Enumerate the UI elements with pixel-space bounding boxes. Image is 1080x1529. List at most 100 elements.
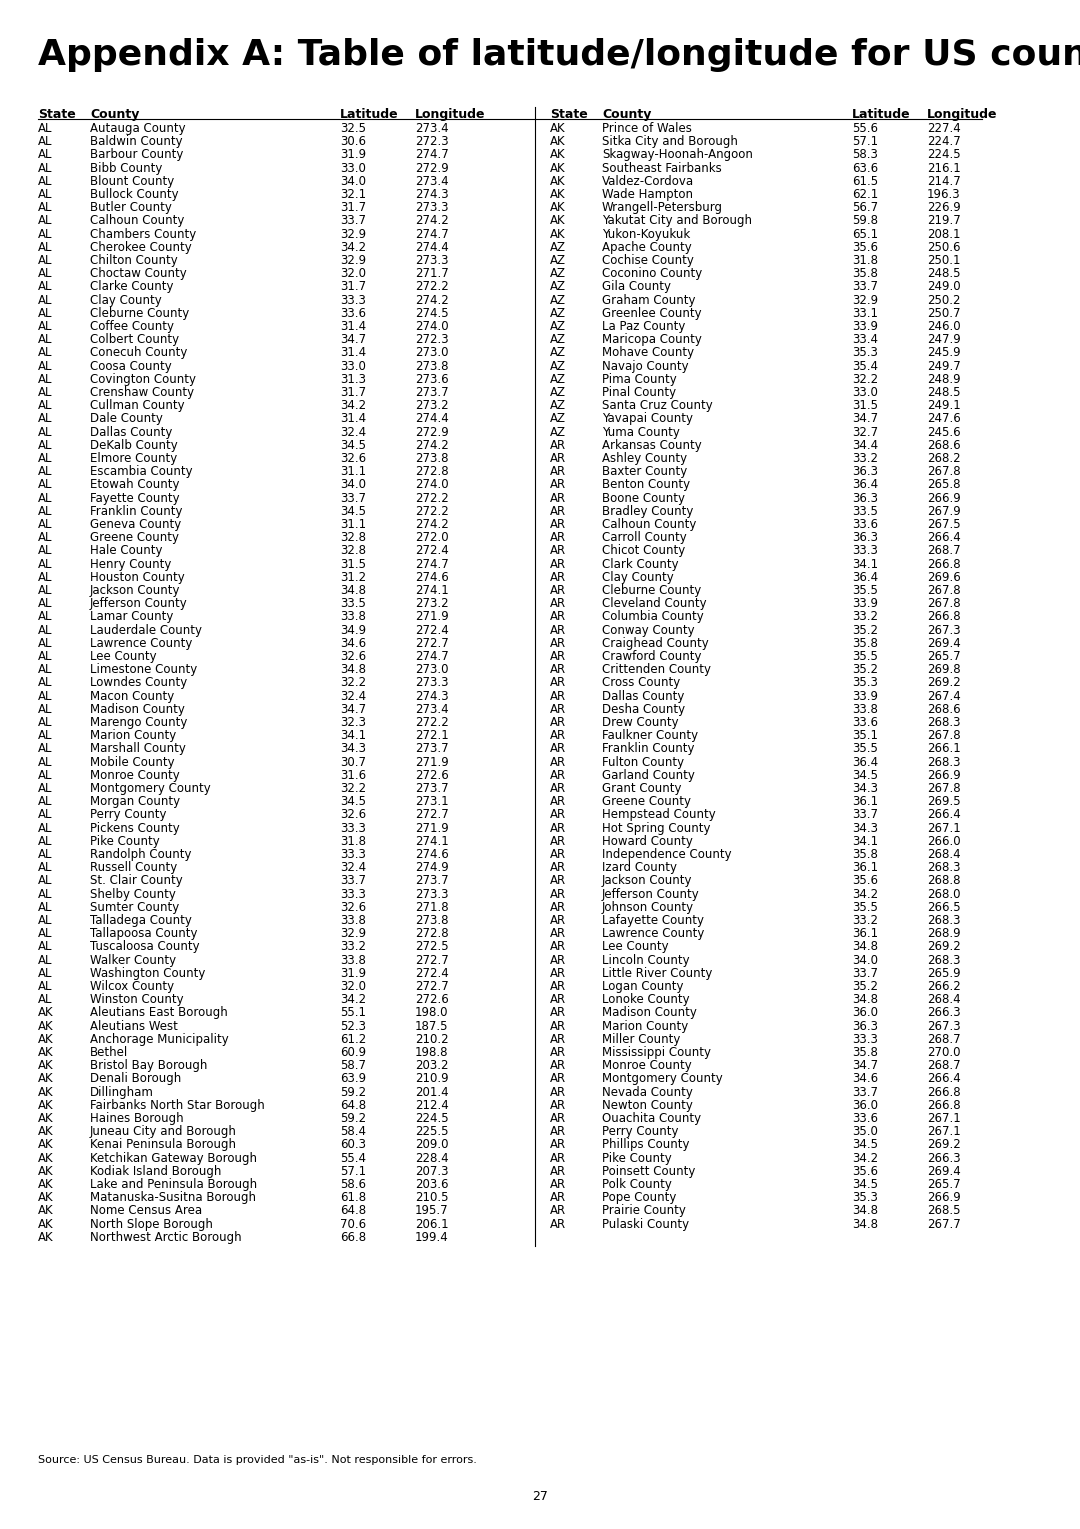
Text: 33.2: 33.2 xyxy=(852,914,878,927)
Text: AL: AL xyxy=(38,729,53,742)
Text: 198.8: 198.8 xyxy=(415,1046,448,1060)
Text: 274.0: 274.0 xyxy=(415,479,448,491)
Text: 273.2: 273.2 xyxy=(415,399,448,413)
Text: AR: AR xyxy=(550,1151,566,1165)
Text: Cleburne County: Cleburne County xyxy=(90,307,189,320)
Text: Marion County: Marion County xyxy=(90,729,176,742)
Text: Choctaw County: Choctaw County xyxy=(90,268,187,280)
Text: Valdez-Cordova: Valdez-Cordova xyxy=(602,174,694,188)
Text: 266.4: 266.4 xyxy=(927,809,961,821)
Text: 31.7: 31.7 xyxy=(340,280,366,294)
Text: 61.5: 61.5 xyxy=(852,174,878,188)
Text: State: State xyxy=(550,109,588,121)
Text: County: County xyxy=(90,109,139,121)
Text: 268.3: 268.3 xyxy=(927,716,960,729)
Text: Franklin County: Franklin County xyxy=(90,505,183,518)
Text: 271.9: 271.9 xyxy=(415,610,449,624)
Text: 224.5: 224.5 xyxy=(415,1112,448,1125)
Text: Boone County: Boone County xyxy=(602,492,685,505)
Text: 249.0: 249.0 xyxy=(927,280,960,294)
Text: 34.1: 34.1 xyxy=(852,835,878,847)
Text: AL: AL xyxy=(38,531,53,544)
Text: 60.9: 60.9 xyxy=(340,1046,366,1060)
Text: 58.4: 58.4 xyxy=(340,1125,366,1138)
Text: 35.0: 35.0 xyxy=(852,1125,878,1138)
Text: Mobile County: Mobile County xyxy=(90,755,175,769)
Text: 210.9: 210.9 xyxy=(415,1072,448,1086)
Text: 268.3: 268.3 xyxy=(927,861,960,875)
Text: 214.7: 214.7 xyxy=(927,174,961,188)
Text: AL: AL xyxy=(38,835,53,847)
Text: Fairbanks North Star Borough: Fairbanks North Star Borough xyxy=(90,1099,265,1112)
Text: 35.5: 35.5 xyxy=(852,584,878,596)
Text: AL: AL xyxy=(38,980,53,992)
Text: 33.9: 33.9 xyxy=(852,690,878,703)
Text: 267.8: 267.8 xyxy=(927,584,960,596)
Text: 266.4: 266.4 xyxy=(927,531,961,544)
Text: 33.2: 33.2 xyxy=(852,453,878,465)
Text: AR: AR xyxy=(550,954,566,966)
Text: AL: AL xyxy=(38,861,53,875)
Text: 34.2: 34.2 xyxy=(340,240,366,254)
Text: 34.8: 34.8 xyxy=(852,940,878,954)
Text: Matanuska-Susitna Borough: Matanuska-Susitna Borough xyxy=(90,1191,256,1205)
Text: Elmore County: Elmore County xyxy=(90,453,177,465)
Text: 274.1: 274.1 xyxy=(415,835,449,847)
Text: 32.4: 32.4 xyxy=(340,690,366,703)
Text: AR: AR xyxy=(550,1006,566,1020)
Text: AR: AR xyxy=(550,676,566,690)
Text: 52.3: 52.3 xyxy=(340,1020,366,1032)
Text: AK: AK xyxy=(38,1165,54,1177)
Text: 34.9: 34.9 xyxy=(340,624,366,636)
Text: Perry County: Perry County xyxy=(602,1125,678,1138)
Text: 63.9: 63.9 xyxy=(340,1072,366,1086)
Text: 273.6: 273.6 xyxy=(415,373,448,385)
Text: 34.8: 34.8 xyxy=(340,664,366,676)
Text: 33.7: 33.7 xyxy=(852,1086,878,1099)
Text: Desha County: Desha County xyxy=(602,703,685,716)
Text: 34.3: 34.3 xyxy=(852,821,878,835)
Text: Yuma County: Yuma County xyxy=(602,425,680,439)
Text: Sitka City and Borough: Sitka City and Borough xyxy=(602,135,738,148)
Text: 32.7: 32.7 xyxy=(852,425,878,439)
Text: 60.3: 60.3 xyxy=(340,1139,366,1151)
Text: 203.2: 203.2 xyxy=(415,1060,448,1072)
Text: 31.5: 31.5 xyxy=(852,399,878,413)
Text: AL: AL xyxy=(38,240,53,254)
Text: 272.7: 272.7 xyxy=(415,809,449,821)
Text: Lee County: Lee County xyxy=(90,650,157,664)
Text: AL: AL xyxy=(38,809,53,821)
Text: 31.4: 31.4 xyxy=(340,320,366,333)
Text: Calhoun County: Calhoun County xyxy=(602,518,697,531)
Text: 34.6: 34.6 xyxy=(852,1072,878,1086)
Text: Cross County: Cross County xyxy=(602,676,680,690)
Text: Prairie County: Prairie County xyxy=(602,1205,686,1217)
Text: AL: AL xyxy=(38,703,53,716)
Text: 271.8: 271.8 xyxy=(415,901,448,914)
Text: Clarke County: Clarke County xyxy=(90,280,174,294)
Text: 267.7: 267.7 xyxy=(927,1217,961,1231)
Text: Pima County: Pima County xyxy=(602,373,677,385)
Text: Chambers County: Chambers County xyxy=(90,228,197,240)
Text: Lincoln County: Lincoln County xyxy=(602,954,690,966)
Text: Little River County: Little River County xyxy=(602,966,713,980)
Text: 268.3: 268.3 xyxy=(927,755,960,769)
Text: 224.5: 224.5 xyxy=(927,148,960,162)
Text: Pope County: Pope County xyxy=(602,1191,676,1205)
Text: Appendix A: Table of latitude/longitude for US counties.: Appendix A: Table of latitude/longitude … xyxy=(38,38,1080,72)
Text: 31.7: 31.7 xyxy=(340,202,366,214)
Text: Yukon-Koyukuk: Yukon-Koyukuk xyxy=(602,228,690,240)
Text: 34.2: 34.2 xyxy=(852,888,878,901)
Text: 36.1: 36.1 xyxy=(852,795,878,809)
Text: AR: AR xyxy=(550,544,566,558)
Text: 33.3: 33.3 xyxy=(852,544,878,558)
Text: Conway County: Conway County xyxy=(602,624,694,636)
Text: 267.3: 267.3 xyxy=(927,624,960,636)
Text: 272.2: 272.2 xyxy=(415,280,449,294)
Text: AZ: AZ xyxy=(550,413,566,425)
Text: 273.8: 273.8 xyxy=(415,359,448,373)
Text: Walker County: Walker County xyxy=(90,954,176,966)
Text: Longitude: Longitude xyxy=(415,109,486,121)
Text: Lowndes County: Lowndes County xyxy=(90,676,187,690)
Text: AK: AK xyxy=(550,188,566,200)
